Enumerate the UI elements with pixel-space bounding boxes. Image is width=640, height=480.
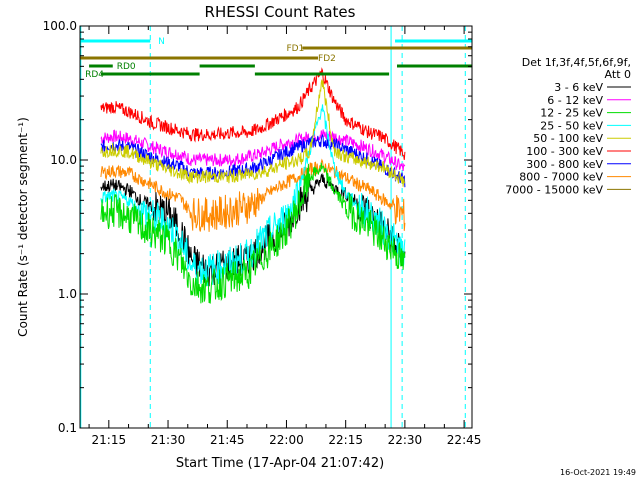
x-tick-label: 22:00: [269, 433, 304, 447]
legend-label-0: 3 - 6 keV: [554, 81, 603, 94]
legend-label-6: 300 - 800 keV: [526, 158, 603, 171]
state-bar-label-fd1: FD1: [286, 44, 304, 54]
plot-frame: [79, 25, 473, 429]
x-tick-label: 21:45: [210, 433, 245, 447]
x-tick-label: 21:15: [92, 433, 127, 447]
legend-label-3: 25 - 50 keV: [540, 119, 603, 132]
y-axis: 0.1 1.0 10.0 100.0: [43, 19, 472, 435]
state-bar-label-n: N: [158, 37, 165, 47]
y-tick-label: 1.0: [58, 287, 77, 301]
state-bar-label-fd2: FD2: [318, 54, 336, 64]
state-bar-label-rd4: RD4: [85, 70, 104, 80]
chart-title: RHESSI Count Rates: [205, 3, 356, 21]
state-bars-group: N FD1 FD2 RD0 RD4: [80, 37, 472, 80]
series-line-2: [100, 162, 406, 304]
series-group: [100, 67, 406, 304]
legend-label-5: 100 - 300 keV: [526, 145, 603, 158]
legend: Det 1f,3f,4f,5f,6f,9f, Att 0 3 - 6 keV6 …: [505, 56, 631, 196]
series-line-0: [100, 172, 406, 287]
x-axis-label: Start Time (17-Apr-04 21:07:42): [176, 456, 384, 471]
x-tick-label: 22:45: [447, 433, 482, 447]
y-axis-label: Count Rate (s⁻¹ detector segment⁻¹): [16, 117, 30, 337]
legend-label-1: 6 - 12 keV: [547, 94, 603, 107]
y-tick-label: 0.1: [58, 421, 77, 435]
legend-header-1: Det 1f,3f,4f,5f,6f,9f,: [522, 56, 631, 69]
x-tick-label: 22:15: [328, 433, 363, 447]
series-line-3: [100, 104, 406, 286]
series-line-6: [100, 133, 406, 188]
legend-label-8: 7000 - 15000 keV: [505, 183, 603, 196]
x-tick-label: 22:30: [388, 433, 423, 447]
series-line-1: [100, 129, 406, 172]
y-tick-label: 100.0: [43, 19, 77, 33]
legend-label-2: 12 - 25 keV: [540, 107, 603, 120]
legend-header-2: Att 0: [605, 68, 631, 81]
x-axis: 21:15 21:30 21:45 22:00 22:15 22:30 22:45: [88, 26, 482, 447]
y-tick-label: 10.0: [50, 153, 77, 167]
series-line-7: [100, 158, 406, 232]
state-bar-label-rd0: RD0: [117, 62, 136, 72]
x-tick-label: 21:30: [151, 433, 186, 447]
legend-label-4: 50 - 100 keV: [533, 132, 603, 145]
series-line-5: [100, 67, 406, 160]
series-line-4: [100, 79, 406, 187]
footer-date: 16-Oct-2021 19:49: [560, 468, 636, 477]
legend-label-7: 800 - 7000 keV: [519, 171, 603, 184]
